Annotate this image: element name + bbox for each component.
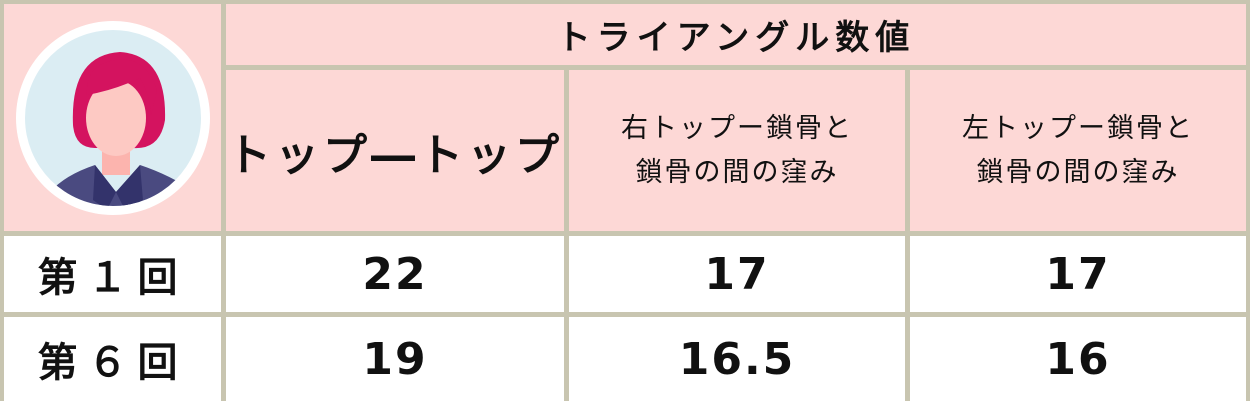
header-line: 鎖骨の間の窪み xyxy=(635,156,839,188)
table-cell: 16.5 xyxy=(569,317,905,401)
header-line: 右トップー鎖骨と xyxy=(621,112,853,144)
triangle-values-table: トライアングル数値 トップ―トップ 右トップー鎖骨と 鎖骨の間の窪み 左トップー鎖… xyxy=(4,4,1246,401)
avatar-cell xyxy=(4,4,221,231)
column-header-left-top: 左トップー鎖骨と 鎖骨の間の窪み xyxy=(910,70,1246,231)
column-header-right-top: 右トップー鎖骨と 鎖骨の間の窪み xyxy=(569,70,905,231)
row-label: 第１回 xyxy=(4,236,221,312)
row-label: 第６回 xyxy=(4,317,221,401)
table-cell: 22 xyxy=(226,236,564,312)
table-title: トライアングル数値 xyxy=(226,4,1246,65)
table-cell: 17 xyxy=(910,236,1246,312)
woman-avatar-icon xyxy=(15,20,210,215)
header-line: 鎖骨の間の窪み xyxy=(976,156,1180,188)
header-line: 左トップー鎖骨と xyxy=(962,112,1194,144)
table-cell: 19 xyxy=(226,317,564,401)
table-cell: 17 xyxy=(569,236,905,312)
table-cell: 16 xyxy=(910,317,1246,401)
column-header-top-top: トップ―トップ xyxy=(226,70,564,231)
